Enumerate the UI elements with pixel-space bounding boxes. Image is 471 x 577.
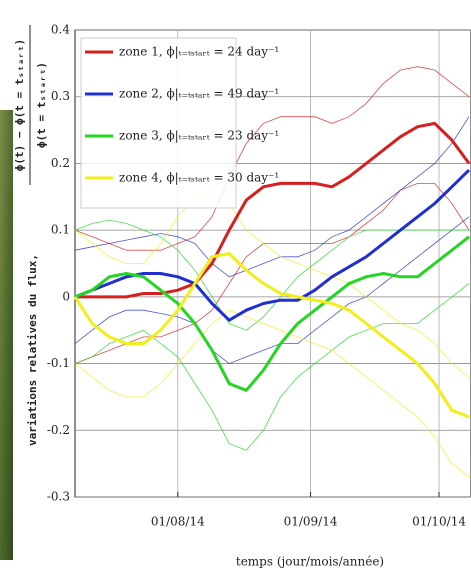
x-tick-label: 01/10/14 bbox=[412, 515, 466, 529]
x-tick-label: 01/08/14 bbox=[151, 515, 205, 529]
photo-strip bbox=[0, 110, 13, 560]
y-label-numerator: ϕ(t) − ϕ(t = tₛₜₐᵣₜ) bbox=[13, 39, 26, 171]
y-tick-label: 0.2 bbox=[51, 156, 70, 170]
y-tick-label: 0 bbox=[62, 289, 70, 303]
band-line bbox=[74, 116, 470, 278]
legend-label: zone 1, ϕ|ₜ₌ₜₛₜₐᵣₜ = 24 day⁻¹ bbox=[119, 45, 279, 59]
y-axis-label: variations relatives du flux, bbox=[26, 254, 39, 446]
y-tick-label: -0.2 bbox=[47, 423, 70, 437]
legend-label: zone 3, ϕ|ₜ₌ₜₛₜₐᵣₜ = 23 day⁻¹ bbox=[119, 129, 279, 143]
y-tick-label: 0.4 bbox=[51, 23, 70, 37]
legend-label: zone 4, ϕ|ₜ₌ₜₛₜₐᵣₜ = 30 day⁻¹ bbox=[119, 171, 279, 185]
band-line bbox=[74, 216, 470, 365]
series-line bbox=[75, 121, 471, 299]
y-label-denominator: ϕ(t = tₛₜₐᵣₜ) bbox=[35, 62, 48, 148]
y-tick-label: 0.3 bbox=[51, 89, 70, 103]
legend: zone 1, ϕ|ₜ₌ₜₛₜₐᵣₜ = 24 day⁻¹ zone 2, ϕ|ₜ… bbox=[80, 37, 279, 209]
series-line bbox=[74, 169, 471, 322]
x-axis-label: temps (jour/mois/année) bbox=[236, 555, 384, 569]
band-line bbox=[74, 183, 470, 364]
band-line bbox=[74, 219, 469, 331]
band-line bbox=[74, 66, 470, 251]
legend-box bbox=[80, 37, 237, 209]
band-line bbox=[74, 283, 470, 451]
band-line bbox=[74, 309, 470, 478]
x-tick-label: 01/09/14 bbox=[284, 515, 338, 529]
series-line bbox=[74, 235, 470, 392]
legend-label: zone 2, ϕ|ₜ₌ₜₛₜₐᵣₜ = 49 day⁻¹ bbox=[119, 87, 279, 101]
band-line bbox=[74, 189, 470, 378]
y-tick-label: -0.3 bbox=[47, 490, 70, 504]
y-tick-label: 0.1 bbox=[51, 223, 70, 237]
y-tick-label: -0.1 bbox=[47, 356, 70, 370]
series-line bbox=[73, 252, 470, 419]
